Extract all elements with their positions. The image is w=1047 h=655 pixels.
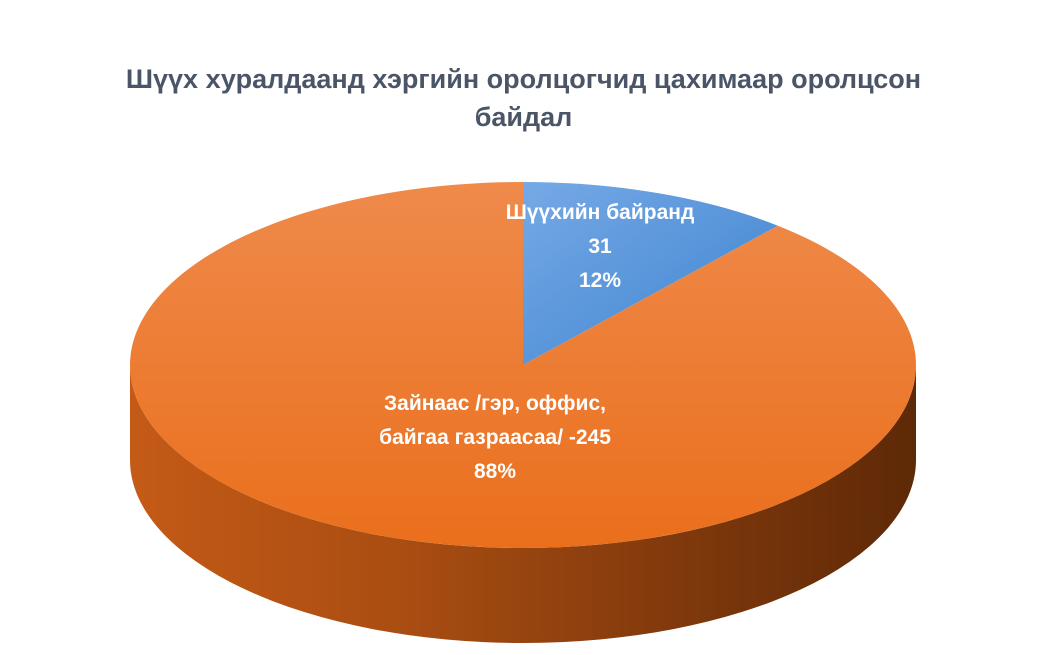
slice-label-name: Шүүхийн байранд <box>505 201 695 224</box>
slice-label-inner-court: Шүүхийн байранд 31 12% <box>470 196 730 298</box>
chart-title: Шүүх хуралдаанд хэргийн оролцогчид цахим… <box>60 60 987 136</box>
slice-label-value: 31 <box>588 235 612 258</box>
chart-title-line-2: байдал <box>474 102 573 132</box>
pie-side-wall <box>130 365 916 643</box>
slice-label-percent: 12% <box>578 269 622 292</box>
chart-title-line-1: Шүүх хуралдаанд хэргийн оролцогчид цахим… <box>125 64 922 94</box>
slice-label-percent: 88% <box>473 460 517 483</box>
slice-label-name-line-2: байгаа газраасаа/ -245 <box>379 426 611 449</box>
slice-label-name-line-1: Зайнаас /гэр, оффис, <box>384 392 606 415</box>
pie-slice-0 <box>523 182 778 365</box>
pie-slice-1 <box>130 182 917 548</box>
slice-label-remote: Зайнаас /гэр, оффис, байгаа газраасаа/ -… <box>305 387 685 489</box>
